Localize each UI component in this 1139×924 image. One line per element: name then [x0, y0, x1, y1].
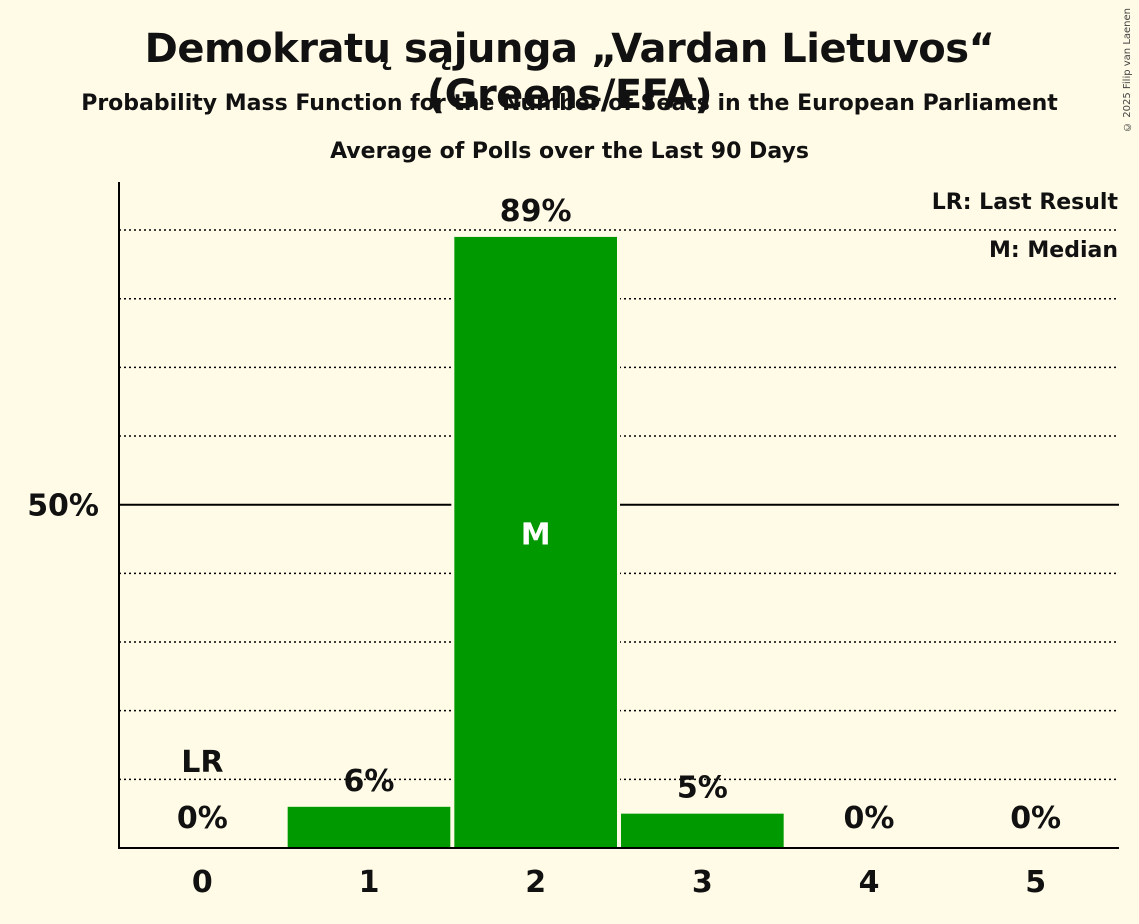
x-tick-label: 2 — [525, 865, 546, 900]
bar — [454, 236, 617, 848]
x-tick-label: 1 — [359, 865, 380, 900]
x-tick-label: 4 — [859, 865, 880, 900]
bar — [621, 813, 784, 848]
data-label: 5% — [677, 771, 728, 806]
data-label: 6% — [344, 764, 395, 799]
bar — [287, 806, 451, 848]
x-tick-label: 3 — [692, 865, 713, 900]
x-tick-label: 5 — [1025, 865, 1046, 900]
legend-last-result: LR: Last Result — [932, 190, 1119, 215]
chart-subtitle: Probability Mass Function for the Number… — [81, 91, 1058, 116]
median-marker: M — [521, 517, 551, 552]
data-label: 0% — [1010, 801, 1061, 836]
data-label: 0% — [177, 801, 228, 836]
x-tick-label: 0 — [192, 865, 213, 900]
data-label: 89% — [500, 194, 572, 229]
chart-subtitle-secondary: Average of Polls over the Last 90 Days — [330, 139, 809, 164]
axes — [118, 182, 1119, 849]
bars — [284, 233, 787, 848]
y-tick-label: 50% — [27, 489, 99, 524]
legend: LR: Last Result M: Median — [932, 190, 1119, 263]
last-result-marker: LR — [181, 745, 223, 780]
data-label: 0% — [844, 801, 895, 836]
legend-median: M: Median — [989, 238, 1118, 263]
chart-title: Demokratų sąjunga „Vardan Lietuvos“ (Gre… — [144, 26, 995, 118]
